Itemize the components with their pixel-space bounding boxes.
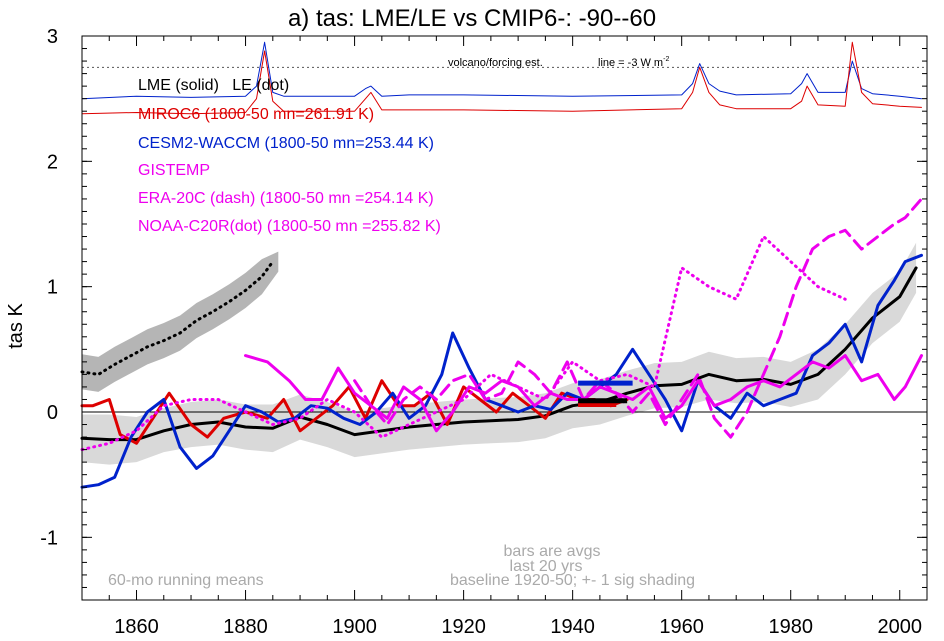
y-tick-label-4: 3 [47, 26, 58, 48]
forcing-line-sup: -2 [663, 56, 669, 63]
plot-frame [81, 35, 928, 601]
baseline-note: baseline 1920-50; +- 1 sig shading [450, 572, 695, 589]
series-cesm2-waccm [80, 253, 923, 489]
legend-entry-miroc6: MIROC6 (1800-50 mn=261.91 K) [138, 106, 374, 123]
legend-entry-noaa: NOAA-C20R(dot) (1800-50 mn =255.82 K) [138, 218, 441, 235]
zero-line-layer [82, 66, 927, 413]
sigma-shading [82, 242, 917, 465]
x-tick-label-1860: 1860 [114, 616, 159, 638]
legend-entry-gistemp: GISTEMP [138, 162, 210, 179]
legend-entry-cesm2: CESM2-WACCM (1800-50 mn=253.44 K) [138, 135, 434, 152]
forcing-line-text: line = -3 W m [598, 57, 663, 69]
forcing-label: volcano/forcing est. [448, 57, 543, 69]
x-tick-label-1920: 1920 [441, 616, 486, 638]
bars-layer [578, 380, 633, 407]
le-shading [82, 251, 279, 392]
x-tick-label-1960: 1960 [659, 616, 704, 638]
y-tick-label-1: 0 [47, 402, 58, 424]
x-tick-label-1980: 1980 [768, 616, 813, 638]
chart-title: a) tas: LME/LE vs CMIP6-: -90--60 [288, 5, 656, 32]
series-era-20c-dash [353, 197, 923, 439]
y-tick-label-2: 1 [47, 277, 58, 299]
bars-note-1: bars are avgs [504, 543, 601, 560]
shading-layer [82, 242, 917, 465]
y-tick-label-3: 2 [47, 151, 58, 173]
bars-note-2: last 20 yrs [510, 558, 583, 575]
y-tick-label-0: -1 [40, 527, 58, 549]
x-tick-label-1940: 1940 [550, 616, 595, 638]
x-tick-label-1880: 1880 [223, 616, 268, 638]
series-miroc6-forcing [81, 41, 922, 115]
y-axis-label: tas K [5, 303, 27, 349]
series-cesm2-waccm-forcing [81, 41, 922, 100]
series-layer [80, 197, 923, 489]
x-tick-label-2000: 2000 [877, 616, 922, 638]
series-le-dot [80, 260, 275, 376]
legend-entry-era20c: ERA-20C (dash) (1800-50 mn =254.14 K) [138, 190, 434, 207]
forcing-line-note: line = -3 W m-2 [598, 56, 669, 69]
forcing-layer [81, 41, 922, 115]
x-tick-label-1900: 1900 [332, 616, 377, 638]
legend-entry-lme-le: LME (solid) LE (dot) [138, 77, 289, 94]
series-noaa-c20r-dot [80, 235, 847, 452]
series-miroc6 [80, 379, 629, 445]
running-mean-note: 60-mo running means [108, 572, 264, 589]
ticks-layer: 1860 1880 1900 1920 1940 1960 1980 2000 -1 0 1 2 3 [40, 26, 928, 638]
